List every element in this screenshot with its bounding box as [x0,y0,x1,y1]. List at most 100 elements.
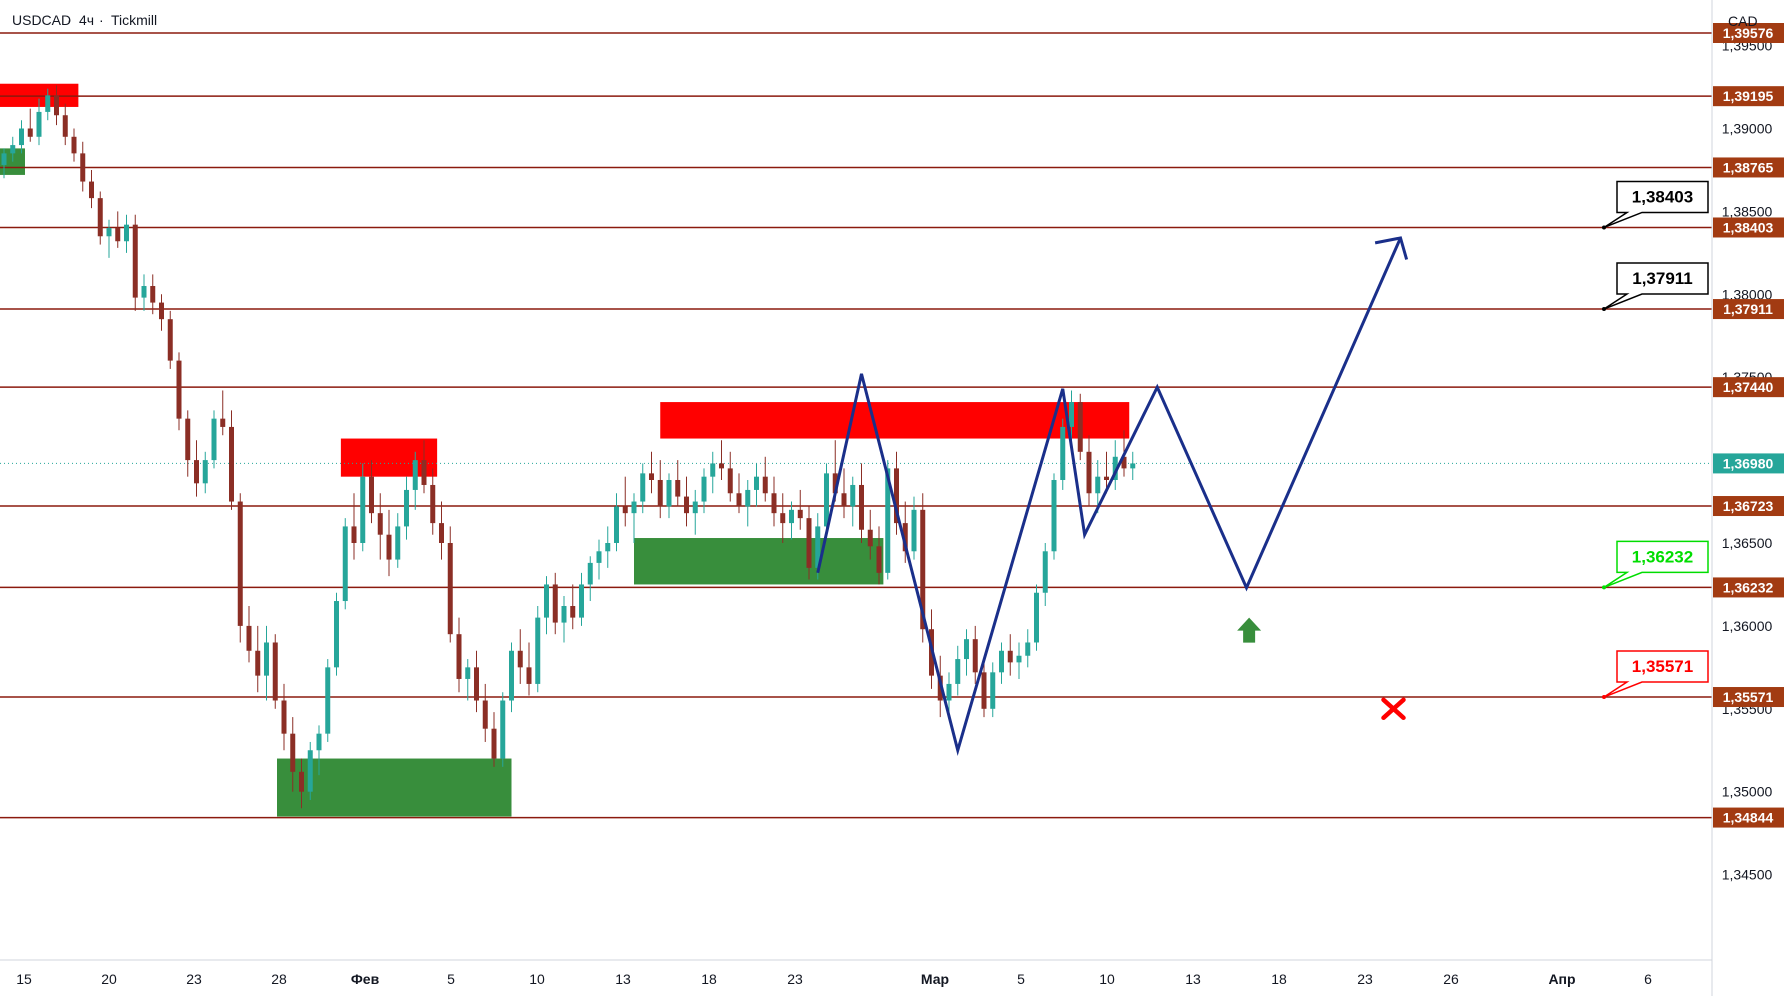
candle-body [220,418,226,427]
price-tag-box [1713,22,1784,43]
candle-body [850,484,856,507]
candle-body [1086,451,1092,494]
candle [281,683,287,751]
candle-body [1112,456,1118,480]
candle-body [325,667,331,734]
candle [544,576,549,635]
level-price-tag: 1,35571 [1713,687,1784,708]
candle [649,451,654,494]
candle-body [500,700,506,759]
candle-body [395,526,401,560]
candle-body [246,625,252,651]
candle-body [150,286,156,303]
title-separator-2: · [99,12,104,28]
candle-body [421,460,427,485]
price-tag-label: 1,36232 [1723,579,1774,595]
candle-body [351,526,357,543]
candle-body [474,667,479,701]
callout-box [1603,180,1709,229]
price-tag-label: 1,38765 [1723,159,1774,175]
candle-body [54,95,59,116]
candle-body [307,750,313,792]
price-tag-label: 1,39576 [1723,25,1774,41]
price-tag-label: 1,34844 [1723,810,1774,826]
candle [360,463,366,552]
candle-body [430,484,436,524]
callout-label: 1,36232 [1632,547,1693,566]
candle [552,572,558,635]
candle-body [867,529,873,547]
candle-body [404,489,409,527]
candle-body [824,473,829,527]
candle [587,556,593,602]
candle-body [754,476,759,490]
candle [412,451,418,510]
candles-layer [1,85,1136,809]
time-tick-label: 23 [186,971,202,987]
candle [745,479,751,527]
callout-label: 1,35571 [1632,657,1693,676]
candle [456,617,462,693]
candle-body [692,501,698,514]
candle [342,518,348,610]
candle [202,451,208,494]
price-tick-label: 1,35000 [1722,784,1773,800]
broker-label: Tickmill [111,12,157,28]
candle [754,463,759,507]
candle [859,463,864,543]
level-price-tag: 1,34844 [1713,807,1784,828]
price-tag-box [1713,86,1784,107]
candle [351,493,357,560]
symbol-label: USDCAD [12,12,71,28]
time-axis[interactable]: 15 20 23 28 Фев 5 10 13 18 23 Мар 5 10 13 18 23 26 Апр 6 [16,971,1652,987]
candle-body [640,473,646,502]
candle-body [360,476,366,543]
demand-zone [634,538,884,585]
candle [246,606,252,663]
candle [229,410,234,510]
candle-body [1104,476,1109,480]
candle-body [1060,426,1066,480]
level-price-tag: 1,36723 [1713,496,1784,517]
candle [1086,435,1092,507]
candle [36,98,42,146]
candle-body [491,728,497,759]
projection-layer [816,236,1409,756]
candle [596,539,602,580]
candle-body [1016,655,1022,663]
price-tag-box [1713,299,1784,320]
level-price-tag: 1,37440 [1713,377,1784,398]
candle [701,468,707,514]
time-tick-label: 13 [615,971,631,987]
candle [299,758,304,809]
candle [999,642,1004,684]
candle-body [832,473,838,494]
price-tick-label: 1,36000 [1722,618,1773,634]
callout-box [1603,540,1709,589]
candle-body [89,181,94,199]
candle [386,509,392,577]
price-axis[interactable]: 1,395001,390001,385001,380001,375001,370… [1713,22,1784,883]
time-tick-label: Фев [351,971,380,987]
candle-body [369,476,374,514]
candle-body [657,479,663,507]
candle-body [745,489,751,507]
candle [369,460,374,524]
candle-body [727,468,733,494]
price-tag-box [1713,577,1784,598]
candle-body [290,733,296,772]
price-tag-label: 1,36980 [1723,455,1774,471]
callout-stop: 1,35571 [1602,650,1709,700]
candle-body [999,650,1004,673]
candle-body [885,468,891,573]
candle-body [675,479,681,497]
candle-body [465,667,471,679]
callout-box [1603,650,1709,698]
price-tag-label: 1,37440 [1723,379,1774,395]
candle-body [587,562,593,585]
candle-body [115,227,121,242]
candle-body [937,675,943,701]
time-tick-label: 26 [1443,971,1459,987]
candle-body [211,418,217,461]
